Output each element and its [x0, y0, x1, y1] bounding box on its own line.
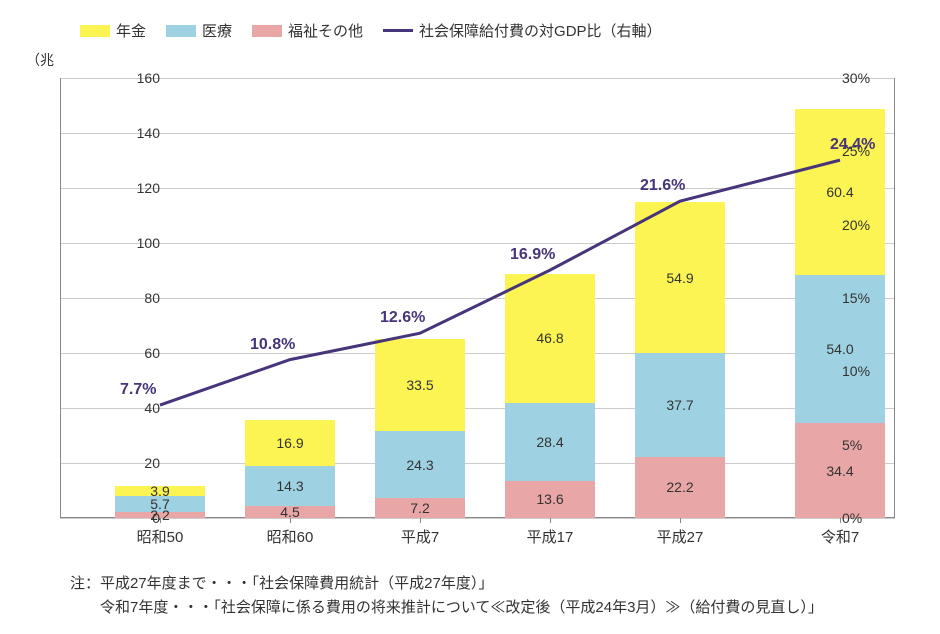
- y-axis-unit: （兆: [26, 50, 54, 70]
- bar-value-label: 60.4: [795, 184, 885, 200]
- x-category-label: 昭和60: [267, 526, 314, 547]
- y-left-tick: 140: [110, 125, 160, 141]
- bar-value-label: 14.3: [245, 478, 335, 494]
- gdp-pct-label: 7.7%: [120, 381, 156, 399]
- y-left-tick: 20: [110, 455, 160, 471]
- legend-welfare-label: 福祉その他: [288, 20, 363, 41]
- legend-medical-label: 医療: [202, 20, 232, 41]
- y-right-tick: 20%: [842, 217, 882, 233]
- gdp-pct-label: 21.6%: [640, 177, 685, 195]
- y-right-tick: 10%: [842, 363, 882, 379]
- gdp-pct-label: 10.8%: [250, 336, 295, 354]
- bar-group: 4.514.316.9: [245, 78, 335, 518]
- y-right-tick: 5%: [842, 437, 882, 453]
- bar-value-label: 34.4: [795, 463, 885, 479]
- bar-value-label: 54.0: [795, 341, 885, 357]
- legend: 年金 医療 福祉その他 社会保障給付費の対GDP比（右軸）: [80, 20, 662, 41]
- bar-value-label: 33.5: [375, 377, 465, 393]
- y-left-tick: 0: [110, 510, 160, 526]
- legend-welfare: 福祉その他: [252, 20, 363, 41]
- bar-value-label: 22.2: [635, 479, 725, 495]
- legend-medical-swatch: [166, 25, 196, 37]
- legend-pension: 年金: [80, 20, 146, 41]
- legend-pension-swatch: [80, 25, 110, 37]
- legend-gdp-label: 社会保障給付費の対GDP比（右軸）: [419, 20, 662, 41]
- bar-value-label: 28.4: [505, 434, 595, 450]
- bar-value-label: 7.2: [375, 500, 465, 516]
- chart-container: 年金 医療 福祉その他 社会保障給付費の対GDP比（右軸） （兆 2.25.73…: [0, 0, 940, 634]
- bar-value-label: 16.9: [245, 435, 335, 451]
- footnote-1: 注：平成27年度まで・・・「社会保障費用統計（平成27年度）」: [70, 572, 493, 593]
- legend-medical: 医療: [166, 20, 232, 41]
- bar-value-label: 37.7: [635, 397, 725, 413]
- x-category-label: 令和7: [821, 526, 859, 547]
- gdp-pct-label: 12.6%: [380, 309, 425, 327]
- y-left-tick: 40: [110, 400, 160, 416]
- y-right-tick: 30%: [842, 70, 882, 86]
- bar-value-label: 46.8: [505, 330, 595, 346]
- y-left-tick: 120: [110, 180, 160, 196]
- plot-area: 2.25.73.94.514.316.97.224.333.513.628.44…: [60, 78, 895, 518]
- gdp-pct-label: 16.9%: [510, 246, 555, 264]
- y-right-tick: 15%: [842, 290, 882, 306]
- footnote-2: 令和7年度・・・「社会保障に係る費用の将来推計について≪改定後（平成24年3月）…: [70, 596, 823, 617]
- bar-group: 13.6 28.4 46.8: [505, 78, 595, 518]
- legend-welfare-swatch: [252, 25, 282, 37]
- y-left-tick: 60: [110, 345, 160, 361]
- bar-value-label: 24.3: [375, 457, 465, 473]
- x-category-label: 平成17: [527, 526, 574, 547]
- legend-line-swatch: [383, 29, 413, 32]
- y-left-tick: 100: [110, 235, 160, 251]
- bar-value-label: 3.9: [115, 483, 205, 499]
- bar-group: 22.2 37.7 54.9: [635, 78, 725, 518]
- x-category-label: 平成27: [657, 526, 704, 547]
- stacked-bars: 2.25.73.94.514.316.97.224.333.513.628.44…: [60, 78, 895, 518]
- legend-pension-label: 年金: [116, 20, 146, 41]
- bar-group: 7.2 24.3 33.5: [375, 78, 465, 518]
- gdp-pct-label: 24.4%: [830, 136, 875, 154]
- x-category-label: 平成7: [401, 526, 439, 547]
- x-category-label: 昭和50: [137, 526, 184, 547]
- bar-value-label: 54.9: [635, 270, 725, 286]
- bar-value-label: 13.6: [505, 491, 595, 507]
- y-right-tick: 0%: [842, 510, 882, 526]
- legend-gdp-line: 社会保障給付費の対GDP比（右軸）: [383, 20, 662, 41]
- y-left-tick: 80: [110, 290, 160, 306]
- y-left-tick: 160: [110, 70, 160, 86]
